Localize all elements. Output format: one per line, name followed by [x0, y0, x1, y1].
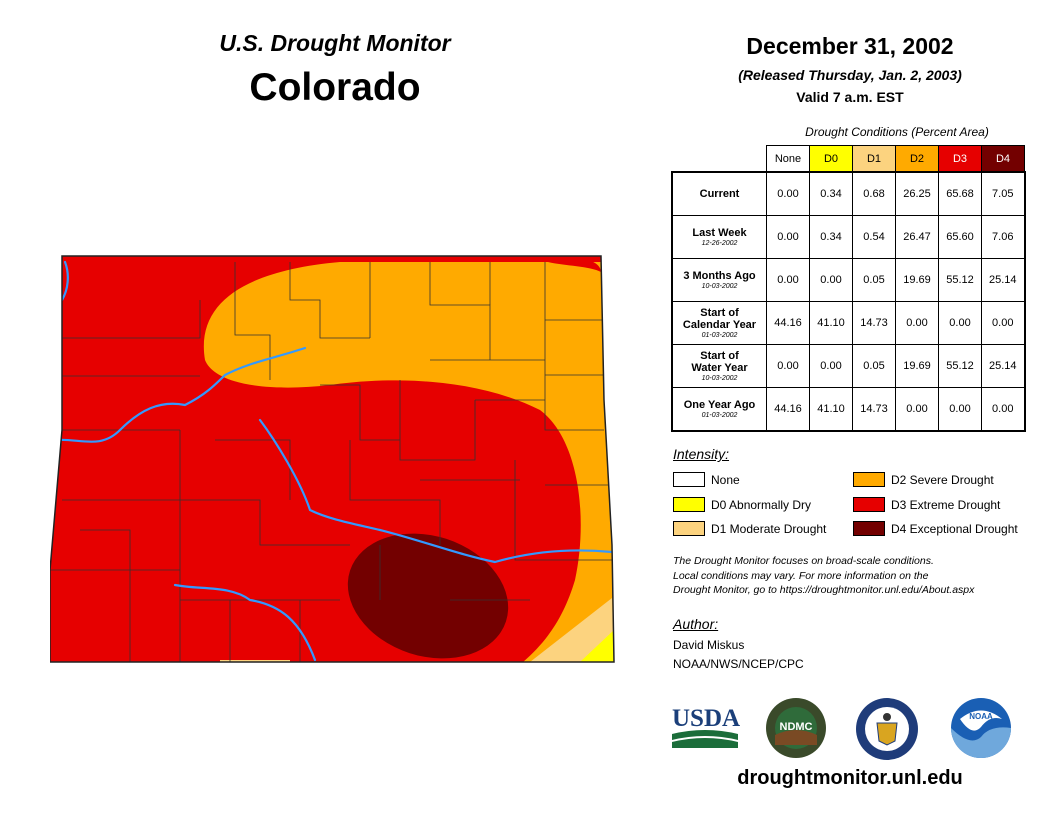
d4-exceptional-area — [347, 533, 509, 659]
col-header-d3: D3 — [938, 145, 982, 173]
legend-swatch — [673, 497, 705, 512]
table-cell: 14.73 — [852, 301, 896, 345]
table-cell: 0.00 — [895, 301, 939, 345]
legend-item-d4: D4 Exceptional Drought — [853, 521, 1018, 536]
table-cell: 41.10 — [809, 301, 853, 345]
table-cell: 25.14 — [981, 258, 1026, 302]
legend-item-d3: D3 Extreme Drought — [853, 497, 1000, 512]
col-header-d2: D2 — [895, 145, 939, 173]
release-date: (Released Thursday, Jan. 2, 2003) — [738, 67, 962, 83]
legend-swatch — [853, 521, 885, 536]
legend-item-none: None — [673, 472, 740, 487]
noaa-logo: NOAA — [951, 698, 1011, 758]
table-row: Start of Water Year 10-03-2002 0.00 0.00 0… — [671, 344, 1026, 388]
row-label-3-months: 3 Months Ago 10-03-2002 — [671, 258, 767, 302]
row-label-one-year: One Year Ago 01-03-2002 — [671, 387, 767, 432]
row-label-water-year: Start of Water Year 10-03-2002 — [671, 344, 767, 388]
row-label-last-week: Last Week 12-26-2002 — [671, 215, 767, 259]
table-row: One Year Ago 01-03-2002 44.16 41.10 14.73… — [671, 387, 1026, 432]
table-cell: 0.54 — [852, 215, 896, 259]
legend-swatch — [673, 472, 705, 487]
table-cell: 19.69 — [895, 258, 939, 302]
row-label-calendar-year: Start of Calendar Year 01-03-2002 — [671, 301, 767, 345]
table-cell: 65.68 — [938, 171, 982, 216]
table-cell: 0.00 — [938, 301, 982, 345]
table-cell: 0.00 — [895, 387, 939, 432]
table-row: Start of Calendar Year 01-03-2002 44.16 41… — [671, 301, 1026, 345]
legend-item-d0: D0 Abnormally Dry — [673, 497, 811, 512]
col-header-d0: D0 — [809, 145, 853, 173]
table-row: 3 Months Ago 10-03-2002 0.00 0.00 0.05 19… — [671, 258, 1026, 302]
table-cell: 25.14 — [981, 344, 1026, 388]
usda-logo: USDA — [672, 705, 740, 748]
table-corner — [672, 146, 767, 173]
map-date: December 31, 2002 — [746, 33, 954, 59]
legend-item-d2: D2 Severe Drought — [853, 472, 994, 487]
table-cell: 44.16 — [766, 301, 810, 345]
d3-northeast-patch — [548, 258, 601, 272]
d0-abnormally-dry-area — [580, 630, 614, 662]
table-cell: 0.05 — [852, 344, 896, 388]
table-cell: 0.00 — [766, 215, 810, 259]
rivers — [53, 260, 614, 662]
valid-time: Valid 7 a.m. EST — [796, 89, 904, 105]
author-org: NOAA/NWS/NCEP/CPC — [673, 657, 804, 671]
author-title: Author: — [673, 616, 719, 632]
legend-item-d1: D1 Moderate Drought — [673, 521, 826, 536]
ndmc-logo: NDMC — [766, 698, 826, 758]
col-header-d4: D4 — [981, 145, 1025, 173]
col-header-d1: D1 — [852, 145, 896, 173]
legend-title: Intensity: — [673, 446, 730, 462]
table-cell: 0.00 — [766, 258, 810, 302]
legend-swatch — [853, 472, 885, 487]
d2-severe-area — [203, 262, 614, 662]
table-cell: 0.00 — [766, 171, 810, 216]
table-cell: 0.68 — [852, 171, 896, 216]
table-cell: 0.00 — [981, 387, 1026, 432]
table-cell: 26.47 — [895, 215, 939, 259]
author-name: David Miskus — [673, 638, 745, 652]
col-header-none: None — [766, 145, 810, 173]
svg-text:USDA: USDA — [672, 705, 740, 732]
table-cell: 0.00 — [809, 344, 853, 388]
table-cell: 14.73 — [852, 387, 896, 432]
table-cell: 0.34 — [809, 171, 853, 216]
table-cell: 0.34 — [809, 215, 853, 259]
row-label-current: Current — [671, 171, 767, 216]
svg-text:NDMC: NDMC — [780, 721, 813, 733]
table-cell: 65.60 — [938, 215, 982, 259]
table-row: Last Week 12-26-2002 0.00 0.34 0.54 26.47… — [671, 215, 1026, 259]
table-cell: 0.00 — [766, 344, 810, 388]
table-cell: 55.12 — [938, 344, 982, 388]
state-title: Colorado — [249, 66, 421, 109]
table-cell: 7.05 — [981, 171, 1026, 216]
svg-text:NOAA: NOAA — [969, 712, 993, 721]
colorado-drought-map — [50, 255, 615, 663]
table-cell: 0.05 — [852, 258, 896, 302]
d1-moderate-area — [530, 598, 614, 662]
table-cell: 7.06 — [981, 215, 1026, 259]
table-cell: 55.12 — [938, 258, 982, 302]
monitor-title: U.S. Drought Monitor — [219, 30, 451, 56]
table-cell: 19.69 — [895, 344, 939, 388]
disclaimer-note: The Drought Monitor focuses on broad-sca… — [673, 555, 975, 596]
state-border — [50, 255, 615, 663]
table-caption: Drought Conditions (Percent Area) — [805, 125, 989, 139]
legend-swatch — [853, 497, 885, 512]
table-cell: 26.25 — [895, 171, 939, 216]
drought-conditions-table: None D0 D1 D2 D3 D4 Current 0.00 0.34 0.… — [671, 145, 1026, 432]
commerce-seal-logo — [856, 698, 918, 760]
table-row: Current 0.00 0.34 0.68 26.25 65.68 7.05 — [671, 171, 1026, 216]
website-link[interactable]: droughtmonitor.unl.edu — [737, 767, 963, 789]
legend-swatch — [673, 521, 705, 536]
table-cell: 44.16 — [766, 387, 810, 432]
table-cell: 0.00 — [981, 301, 1026, 345]
county-lines — [50, 262, 612, 662]
table-cell: 0.00 — [809, 258, 853, 302]
table-cell: 41.10 — [809, 387, 853, 432]
table-cell: 0.00 — [938, 387, 982, 432]
